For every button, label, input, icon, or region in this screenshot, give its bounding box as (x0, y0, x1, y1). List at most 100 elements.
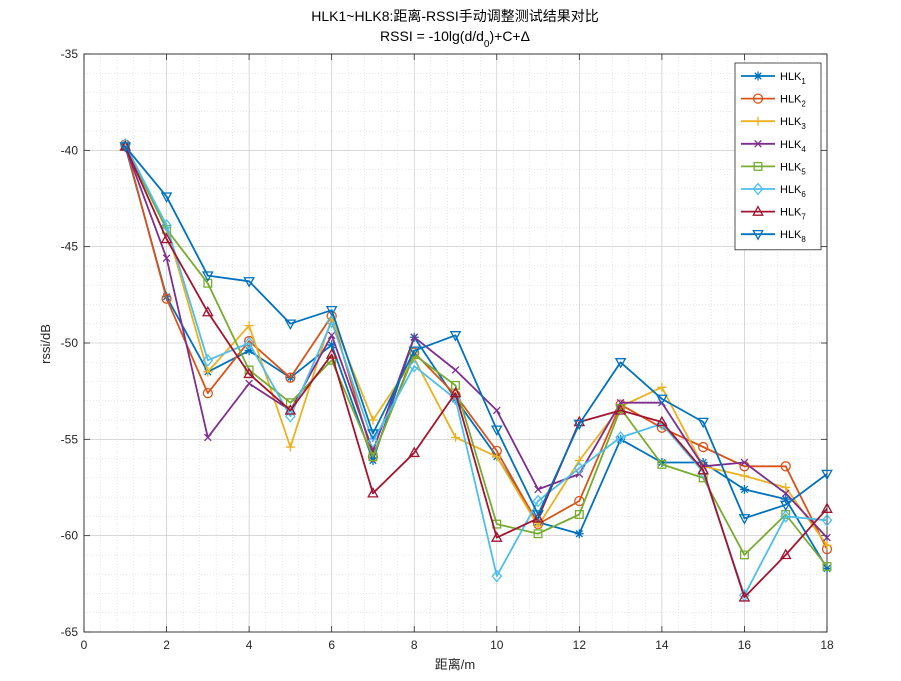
data-point-hlk8 (243, 277, 255, 288)
data-point-hlk8 (284, 319, 297, 331)
data-point-hlk6 (532, 494, 544, 508)
legend-label: HLK4 (780, 139, 806, 154)
legend-entry-hlk5: HLK5 (741, 161, 806, 176)
legend-label: HLK7 (780, 207, 806, 222)
data-point-hlk7 (160, 232, 173, 244)
data-point-hlk7 (202, 305, 214, 317)
data-point-hlk1 (616, 434, 626, 444)
chart-title-line1: HLK1~HLK8:距离-RSSI手动调整测试结果对比 (311, 8, 598, 24)
data-point-hlk5 (574, 509, 584, 519)
data-point-hlk3 (533, 521, 543, 531)
data-point-hlk6 (243, 336, 255, 350)
data-point-hlk1 (822, 563, 832, 573)
legend-marker (752, 205, 764, 216)
legend-label: HLK8 (780, 229, 806, 244)
data-point-hlk5 (822, 562, 832, 571)
data-point-hlk6 (491, 569, 503, 583)
data-point-hlk7 (532, 512, 544, 523)
series-line-hlk2 (124, 144, 828, 550)
data-point-hlk2 (285, 372, 296, 383)
x-tick-label: 8 (411, 638, 418, 652)
data-point-hlk8 (573, 419, 586, 431)
data-point-hlk4 (534, 485, 542, 494)
data-point-hlk4 (492, 406, 501, 415)
data-point-hlk3 (822, 540, 832, 550)
legend-label: HLK5 (780, 161, 806, 176)
data-point-hlk2 (780, 461, 791, 472)
data-point-hlk5 (657, 459, 667, 469)
data-point-hlk3 (781, 483, 791, 492)
data-point-hlk4 (162, 254, 171, 263)
data-point-hlk7 (367, 486, 379, 498)
data-point-hlk7 (490, 531, 503, 542)
data-point-hlk3 (739, 471, 749, 481)
series-line-hlk7 (124, 146, 828, 599)
data-point-hlk5 (368, 452, 378, 462)
legend-entry-hlk2: HLK2 (741, 93, 806, 109)
data-point-hlk8 (532, 510, 544, 521)
y-tick-label: -45 (61, 240, 79, 254)
data-point-hlk8 (449, 331, 462, 342)
y-tick-label: -35 (61, 47, 79, 61)
y-tick-label: -55 (61, 432, 79, 446)
data-point-hlk5 (739, 550, 749, 560)
x-tick-label: 12 (573, 638, 587, 652)
data-point-hlk1 (574, 529, 584, 539)
data-point-hlk3 (285, 442, 295, 452)
data-point-hlk6 (821, 513, 833, 527)
data-point-hlk3 (451, 432, 460, 442)
data-point-hlk6 (408, 359, 420, 373)
data-point-hlk6 (202, 353, 214, 367)
data-point-hlk8 (408, 346, 421, 358)
data-point-hlk6 (780, 509, 792, 523)
data-point-hlk6 (161, 219, 172, 232)
legend-label: HLK6 (780, 184, 806, 199)
data-point-hlk7 (408, 446, 421, 458)
x-tick-label: 2 (163, 638, 170, 652)
data-point-hlk4 (740, 458, 749, 467)
data-point-hlk2 (161, 293, 172, 304)
chart-title-line2: RSSI = -10lg(d/d0)+C+Δ (380, 28, 530, 50)
data-point-hlk4 (781, 489, 790, 498)
data-point-hlk6 (615, 430, 626, 444)
data-point-hlk7 (779, 548, 792, 560)
x-tick-label: 14 (655, 638, 669, 652)
data-point-hlk1 (244, 346, 254, 356)
series-line-hlk4 (124, 146, 828, 539)
data-point-hlk3 (657, 382, 667, 392)
y-tick-label: -40 (61, 143, 79, 157)
y-tick-label: -65 (61, 625, 79, 639)
data-point-hlk2 (367, 451, 379, 462)
data-point-hlk8 (738, 514, 751, 525)
legend-entry-hlk4: HLK4 (741, 139, 806, 154)
data-point-hlk4 (410, 333, 419, 342)
legend-entry-hlk7: HLK7 (741, 205, 806, 222)
legend-marker (752, 182, 764, 196)
data-point-hlk8 (821, 469, 833, 481)
data-point-hlk7 (284, 404, 297, 415)
chart-title-line2-sub: 0 (484, 39, 490, 50)
data-point-hlk4 (245, 379, 253, 388)
data-point-hlk1 (739, 484, 749, 494)
x-tick-label: 4 (246, 638, 253, 652)
data-point-hlk8 (119, 142, 132, 153)
data-point-hlk6 (573, 461, 585, 475)
legend-label: HLK1 (780, 71, 806, 86)
data-point-hlk8 (325, 305, 338, 317)
data-point-hlk3 (203, 367, 213, 377)
x-tick-label: 18 (820, 638, 834, 652)
data-point-hlk2 (698, 441, 709, 453)
data-point-hlk7 (697, 463, 709, 475)
legend-marker (753, 116, 763, 126)
data-point-hlk7 (119, 140, 132, 151)
chart-title-line2-tail: )+C+Δ (489, 28, 529, 44)
data-point-hlk7 (738, 591, 751, 602)
data-point-hlk6 (367, 434, 379, 448)
series-line-hlk3 (124, 144, 828, 546)
legend-entry-hlk1: HLK1 (741, 71, 806, 86)
legend-marker (754, 139, 762, 148)
data-point-hlk7 (656, 415, 668, 427)
legend-marker (753, 71, 763, 81)
data-point-hlk1 (657, 457, 667, 467)
